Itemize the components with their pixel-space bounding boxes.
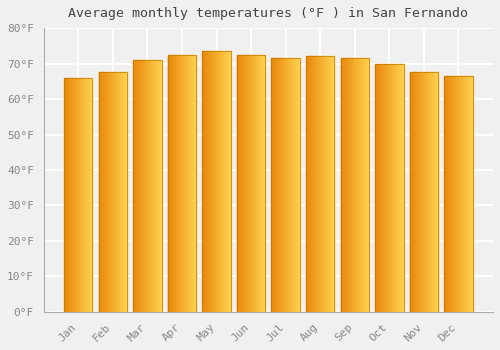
Bar — [202, 51, 230, 312]
Bar — [98, 72, 127, 312]
Bar — [237, 55, 266, 312]
Bar — [375, 64, 404, 312]
Bar — [272, 58, 300, 312]
Bar — [375, 64, 404, 312]
Bar — [133, 60, 162, 312]
Bar — [168, 55, 196, 312]
Bar — [98, 72, 127, 312]
Bar — [272, 58, 300, 312]
Bar — [64, 78, 92, 312]
Bar — [340, 58, 369, 312]
Title: Average monthly temperatures (°F ) in San Fernando: Average monthly temperatures (°F ) in Sa… — [68, 7, 468, 20]
Bar — [306, 56, 334, 312]
Bar — [64, 78, 92, 312]
Bar — [237, 55, 266, 312]
Bar — [133, 60, 162, 312]
Bar — [444, 76, 472, 312]
Bar — [410, 72, 438, 312]
Bar — [340, 58, 369, 312]
Bar — [444, 76, 472, 312]
Bar — [202, 51, 230, 312]
Bar — [306, 56, 334, 312]
Bar — [168, 55, 196, 312]
Bar — [410, 72, 438, 312]
